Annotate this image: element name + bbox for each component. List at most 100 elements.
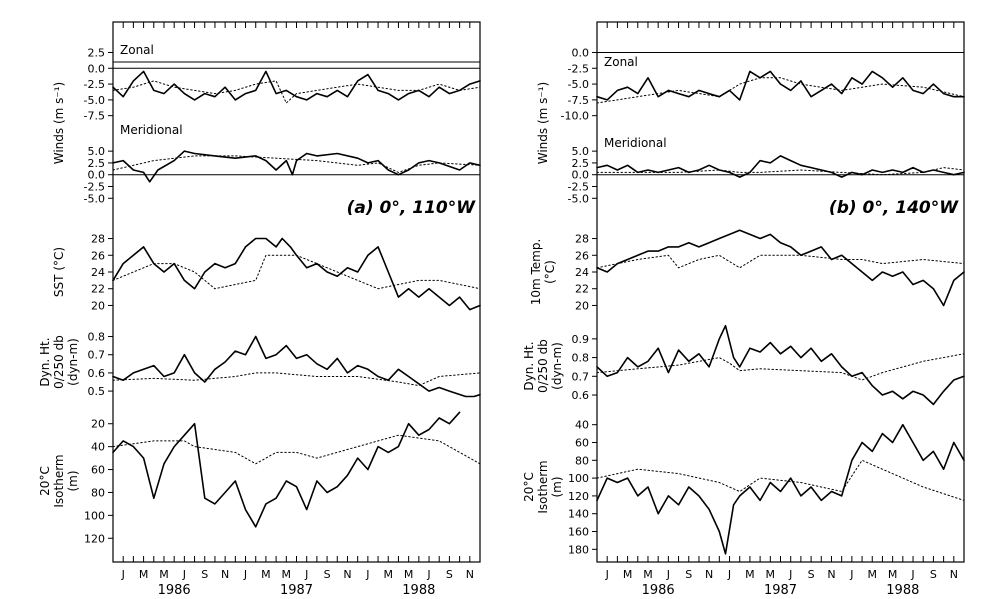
y-tick-label: 0.6 (572, 389, 590, 402)
y-tick-label: 60 (575, 436, 589, 449)
observed-line (112, 411, 461, 528)
y-tick-label: 120 (84, 532, 105, 545)
month-label: S (930, 568, 937, 581)
observed-line (112, 150, 481, 183)
y-tick-label: 22 (575, 283, 589, 296)
y-axis-label: 10m Temp. (529, 239, 543, 306)
y-tick-label: 22 (91, 283, 105, 296)
month-label: M (766, 568, 776, 581)
month-label: J (849, 568, 853, 581)
month-label: M (888, 568, 898, 581)
y-tick-label: -2.5 (568, 181, 589, 194)
panel-label: Zonal (604, 55, 638, 69)
y-tick-label: -7.5 (568, 94, 589, 107)
panel-label: Meridional (604, 136, 667, 150)
climatology-line (596, 167, 965, 176)
y-tick-label: 2.5 (572, 157, 590, 170)
year-label: 1987 (764, 583, 797, 598)
observed-line (112, 335, 481, 398)
y-axis-label: Winds (m s⁻¹) (52, 82, 66, 165)
panel-dynht: 0.8 0.7 0.6 0.5 (88, 331, 481, 398)
month-label: M (159, 568, 169, 581)
month-label: M (384, 568, 394, 581)
y-tick-label: 60 (91, 464, 105, 477)
y-axis-label: 0/250 db (536, 339, 550, 393)
panel-meridional: 5.02.50.0-2.5-5.0 Meridional (84, 123, 481, 205)
climatology-line (596, 254, 965, 269)
panel-isotherm: 40 60 80 100 120 140 160 180 (568, 419, 965, 556)
month-label: N (827, 568, 835, 581)
y-tick-label: 2.5 (88, 46, 106, 59)
observed-line (596, 155, 965, 178)
month-label: M (282, 568, 292, 581)
y-axis-label: (m) (550, 476, 564, 497)
y-tick-label: -5.0 (568, 78, 589, 91)
y-tick-label: 28 (575, 233, 589, 246)
month-ticks (112, 22, 481, 562)
y-tick-label: 100 (84, 509, 105, 522)
y-axis-label: (°C) (543, 260, 557, 284)
month-label: N (950, 568, 958, 581)
year-label: 1987 (280, 583, 313, 598)
chart-title: (b) 0°, 140°W (829, 198, 959, 218)
month-label: N (221, 568, 229, 581)
panel-label: Zonal (120, 43, 154, 57)
y-tick-label: 120 (568, 490, 589, 503)
y-tick-label: 40 (91, 441, 105, 454)
y-axis-label: Isotherm (536, 460, 550, 513)
plot-frame (596, 21, 965, 563)
y-tick-label: -2.5 (84, 181, 105, 194)
climatology-line (112, 434, 481, 465)
y-tick-label: 5.0 (572, 145, 590, 158)
y-tick-label: 0.0 (88, 62, 106, 75)
year-label: 1988 (402, 583, 435, 598)
month-label: M (868, 568, 878, 581)
y-tick-label: -5.0 (84, 94, 105, 107)
y-tick-label: 20 (91, 299, 105, 312)
climatology-line (596, 77, 965, 104)
panel-zonal: 0.0 -2.5 -5.0 -7.5 -10.0 Zonal (561, 46, 965, 123)
month-label: J (365, 568, 369, 581)
y-tick-label: 100 (568, 472, 589, 485)
month-label: J (121, 568, 125, 581)
month-label: S (201, 568, 208, 581)
panel-temp10: 28 26 24 22 20 (575, 229, 965, 312)
month-label: J (304, 568, 308, 581)
month-label: M (643, 568, 653, 581)
panel-dynht: 0.9 0.8 0.7 0.6 (572, 324, 965, 406)
y-tick-label: 26 (91, 249, 105, 262)
y-tick-label: -7.5 (84, 110, 105, 123)
y-tick-label: 0.5 (88, 385, 106, 398)
y-tick-label: 0.9 (572, 333, 590, 346)
y-tick-label: 0.0 (572, 169, 590, 182)
climatology-line (596, 459, 965, 501)
y-tick-label: 26 (575, 249, 589, 262)
y-tick-label: 2.5 (88, 157, 106, 170)
y-tick-label: 160 (568, 526, 589, 539)
panel-zonal: 2.5 0.0 -2.5 -5.0 -7.5 Zonal (84, 43, 481, 123)
y-tick-label: 20 (575, 299, 589, 312)
y-axis-label: (m) (66, 470, 80, 491)
month-label: M (404, 568, 414, 581)
observed-line (596, 70, 965, 101)
month-label: J (727, 568, 731, 581)
y-axis-label: 20°C (38, 466, 52, 496)
month-label: S (808, 568, 815, 581)
y-tick-label: 24 (575, 266, 589, 279)
y-tick-label: 24 (91, 266, 105, 279)
climatology-line (596, 353, 965, 381)
climatology-line (112, 155, 481, 173)
chart-title: (a) 0°, 110°W (347, 198, 477, 218)
y-tick-label: 0.0 (88, 169, 106, 182)
y-tick-label: 0.6 (88, 367, 106, 380)
climatology-line (112, 80, 481, 104)
year-label: 1986 (158, 583, 191, 598)
y-tick-label: 40 (575, 419, 589, 432)
climatology-line (112, 372, 481, 387)
month-label: J (243, 568, 247, 581)
observed-line (596, 324, 965, 406)
panel-label: Meridional (120, 123, 183, 137)
month-label: M (623, 568, 633, 581)
